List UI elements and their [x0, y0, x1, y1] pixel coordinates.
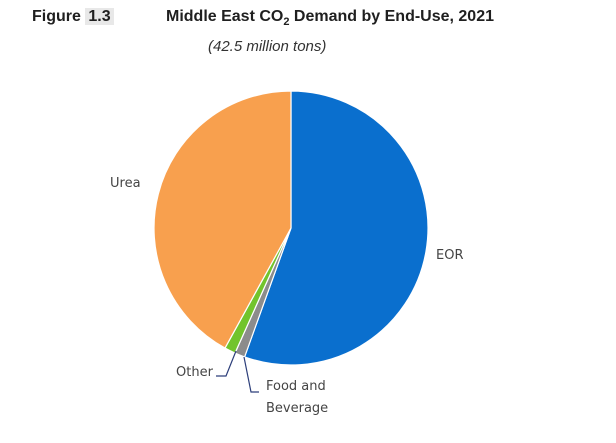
slice-label-other: Other	[176, 365, 214, 380]
chart-title-suffix: Demand by End-Use, 2021	[289, 8, 494, 25]
figure-label: Figure 1.3	[32, 8, 114, 26]
pie-slice-eor	[243, 90, 429, 366]
leader-line-other	[216, 350, 237, 377]
slice-label-food-and-beverage-line-2: Beverage	[266, 401, 328, 416]
slice-label-eor: EOR	[436, 248, 463, 263]
leader-line-food-and-beverage	[243, 356, 259, 393]
figure-number: 1.3	[85, 8, 114, 25]
figure-label-text: Figure	[32, 8, 81, 25]
slice-label-food-and-beverage-line-1: Food and	[266, 379, 326, 394]
chart-subtitle: (42.5 million tons)	[208, 38, 327, 55]
chart-title-prefix: Middle East CO	[166, 8, 284, 25]
slice-label-urea: Urea	[110, 176, 141, 191]
chart-title-subscript: 2	[283, 16, 290, 29]
pie-slice-urea	[153, 90, 292, 349]
chart-title: Middle East CO2 Demand by End-Use, 2021	[166, 8, 494, 28]
